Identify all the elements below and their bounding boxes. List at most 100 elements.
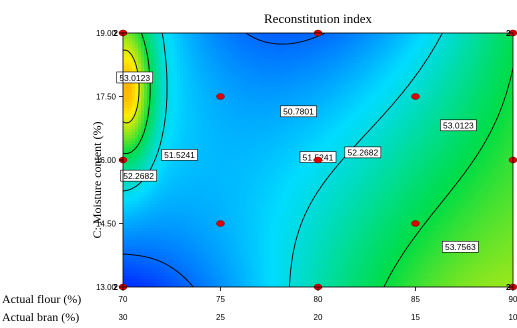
surface-cell — [255, 51, 259, 55]
surface-cell — [207, 60, 211, 64]
surface-cell — [399, 87, 403, 91]
surface-cell — [447, 48, 451, 52]
surface-cell — [213, 51, 217, 55]
surface-cell — [369, 129, 373, 133]
surface-cell — [453, 45, 457, 49]
surface-cell — [129, 120, 133, 124]
surface-cell — [231, 141, 235, 145]
surface-cell — [123, 39, 127, 43]
surface-cell — [234, 96, 238, 100]
surface-cell — [369, 66, 373, 70]
surface-cell — [483, 75, 487, 79]
surface-cell — [216, 48, 220, 52]
surface-cell — [288, 66, 292, 70]
surface-cell — [249, 48, 253, 52]
surface-cell — [429, 108, 433, 112]
surface-cell — [315, 135, 319, 139]
surface-cell — [276, 99, 280, 103]
surface-cell — [219, 42, 223, 46]
surface-cell — [387, 57, 391, 61]
surface-cell — [429, 81, 433, 85]
surface-cell — [183, 87, 187, 91]
surface-cell — [285, 120, 289, 124]
surface-cell — [258, 69, 262, 73]
surface-cell — [252, 84, 256, 88]
surface-cell — [123, 69, 127, 73]
surface-cell — [504, 42, 508, 46]
surface-cell — [213, 60, 217, 64]
surface-cell — [159, 66, 163, 70]
surface-cell — [210, 126, 214, 130]
surface-cell — [309, 123, 313, 127]
surface-cell — [279, 129, 283, 133]
surface-cell — [357, 93, 361, 97]
surface-cell — [498, 123, 502, 127]
surface-cell — [162, 102, 166, 106]
surface-cell — [474, 132, 478, 136]
surface-cell — [219, 33, 223, 37]
surface-cell — [474, 39, 478, 43]
surface-cell — [276, 144, 280, 148]
surface-cell — [312, 51, 316, 55]
surface-cell — [342, 117, 346, 121]
surface-cell — [402, 63, 406, 67]
surface-cell — [318, 36, 322, 40]
surface-cell — [210, 132, 214, 136]
surface-cell — [222, 72, 226, 76]
surface-cell — [303, 141, 307, 145]
surface-cell — [501, 33, 505, 37]
surface-cell — [279, 120, 283, 124]
surface-cell — [132, 99, 136, 103]
surface-cell — [249, 72, 253, 76]
surface-cell — [510, 63, 513, 67]
surface-cell — [462, 60, 466, 64]
surface-cell — [153, 81, 157, 85]
surface-cell — [183, 84, 187, 88]
surface-cell — [507, 72, 511, 76]
surface-cell — [345, 120, 349, 124]
surface-cell — [141, 39, 145, 43]
surface-cell — [411, 117, 415, 121]
surface-cell — [258, 42, 262, 46]
surface-cell — [249, 36, 253, 40]
surface-cell — [480, 48, 484, 52]
surface-cell — [384, 117, 388, 121]
surface-cell — [381, 90, 385, 94]
surface-cell — [507, 117, 511, 121]
surface-cell — [288, 141, 292, 145]
surface-cell — [387, 105, 391, 109]
surface-cell — [138, 33, 142, 37]
surface-cell — [162, 90, 166, 94]
surface-cell — [294, 123, 298, 127]
surface-cell — [456, 87, 460, 91]
surface-cell — [444, 96, 448, 100]
surface-cell — [282, 141, 286, 145]
surface-cell — [252, 141, 256, 145]
surface-cell — [126, 114, 130, 118]
surface-cell — [312, 42, 316, 46]
surface-cell — [297, 36, 301, 40]
surface-cell — [420, 51, 424, 55]
surface-cell — [369, 132, 373, 136]
surface-cell — [357, 63, 361, 67]
surface-cell — [375, 57, 379, 61]
surface-cell — [345, 36, 349, 40]
surface-cell — [312, 141, 316, 145]
surface-cell — [126, 60, 130, 64]
surface-cell — [486, 111, 490, 115]
surface-cell — [147, 90, 151, 94]
surface-cell — [429, 138, 433, 142]
surface-cell — [168, 45, 172, 49]
surface-cell — [348, 87, 352, 91]
surface-cell — [447, 108, 451, 112]
surface-cell — [498, 63, 502, 67]
surface-cell — [399, 117, 403, 121]
surface-cell — [141, 147, 145, 151]
surface-cell — [174, 36, 178, 40]
surface-cell — [156, 54, 160, 58]
surface-cell — [444, 102, 448, 106]
surface-cell — [330, 102, 334, 106]
surface-cell — [171, 114, 175, 118]
surface-cell — [207, 147, 211, 151]
surface-cell — [405, 123, 409, 127]
